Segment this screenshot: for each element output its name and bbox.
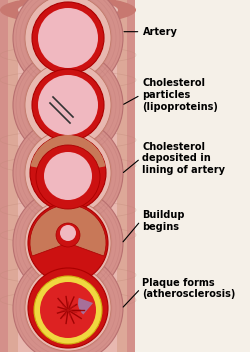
- Circle shape: [44, 152, 92, 200]
- Circle shape: [32, 69, 104, 141]
- Ellipse shape: [18, 0, 118, 20]
- Circle shape: [25, 265, 111, 351]
- FancyBboxPatch shape: [8, 0, 127, 352]
- Circle shape: [34, 276, 102, 344]
- Text: Buildup
begins: Buildup begins: [142, 210, 185, 232]
- Text: Plaque forms
(atherosclerosis): Plaque forms (atherosclerosis): [142, 278, 236, 300]
- Circle shape: [71, 248, 81, 258]
- Circle shape: [55, 248, 65, 258]
- Circle shape: [28, 268, 108, 348]
- FancyBboxPatch shape: [18, 0, 117, 352]
- Circle shape: [36, 145, 100, 209]
- Circle shape: [38, 8, 98, 68]
- Text: Cholesterol
particles
(lipoproteins): Cholesterol particles (lipoproteins): [142, 78, 218, 112]
- Circle shape: [30, 135, 106, 211]
- Circle shape: [61, 258, 67, 264]
- Circle shape: [13, 188, 123, 298]
- Circle shape: [13, 0, 123, 93]
- Circle shape: [13, 253, 123, 352]
- Circle shape: [25, 200, 111, 286]
- Circle shape: [40, 282, 96, 338]
- Circle shape: [32, 2, 104, 74]
- Text: Cholesterol
deposited in
lining of artery: Cholesterol deposited in lining of arter…: [142, 142, 226, 175]
- FancyBboxPatch shape: [0, 0, 135, 352]
- Text: Artery: Artery: [142, 27, 178, 37]
- Circle shape: [13, 118, 123, 228]
- Circle shape: [25, 130, 111, 216]
- Circle shape: [25, 62, 111, 148]
- Circle shape: [28, 203, 108, 283]
- Wedge shape: [30, 205, 106, 256]
- Wedge shape: [78, 298, 93, 314]
- Circle shape: [25, 0, 111, 81]
- Ellipse shape: [0, 0, 136, 24]
- Circle shape: [64, 253, 72, 261]
- Circle shape: [60, 225, 76, 241]
- Wedge shape: [30, 135, 106, 173]
- Circle shape: [38, 75, 98, 135]
- Circle shape: [56, 223, 80, 247]
- Circle shape: [13, 50, 123, 160]
